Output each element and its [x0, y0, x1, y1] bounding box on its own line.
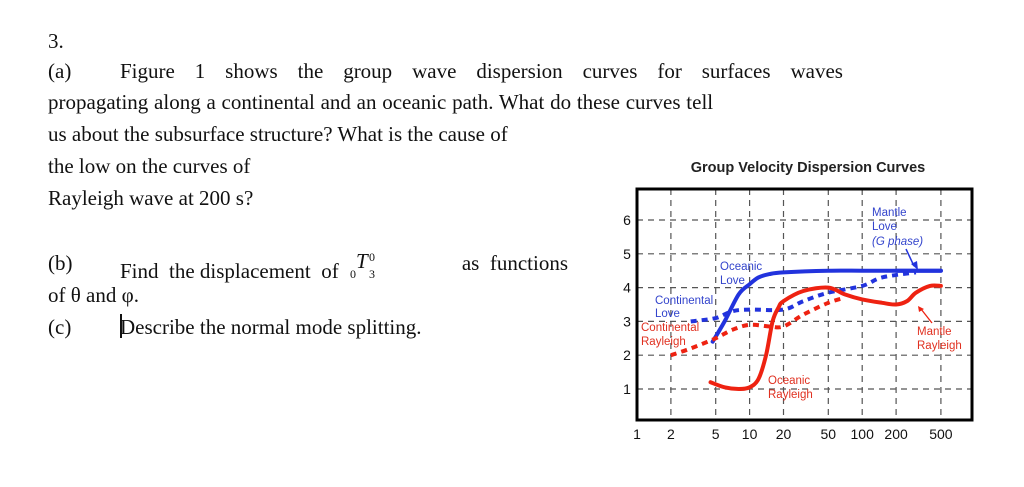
part-a-line-3: us about the subsurface structure? What …	[48, 122, 508, 146]
svg-text:Love: Love	[872, 221, 897, 233]
svg-text:Continental: Continental	[641, 322, 699, 334]
annotation-continental-rayleigh: Continental Rayleigh	[641, 322, 699, 348]
part-c-text: Describe the normal mode splitting.	[120, 315, 422, 339]
annotation-mantle-rayleigh: Mantle Rayleigh	[917, 306, 962, 352]
y-tick-label: 1	[623, 381, 631, 397]
series-oceanic-love	[710, 268, 943, 344]
word: surfaces	[701, 59, 771, 83]
y-tick-label: 3	[623, 313, 631, 329]
part-b-line-2: of θ and φ.	[48, 283, 139, 307]
svg-text:(G phase): (G phase)	[872, 236, 923, 248]
series-continental-love	[690, 270, 917, 324]
word: curves	[582, 59, 638, 83]
x-tick-label: 2	[667, 426, 675, 442]
math-subscript: 3	[368, 267, 375, 281]
math-pre-subscript: 0	[349, 267, 356, 281]
y-tick-label: 2	[623, 347, 631, 363]
part-b-text-before: Find the displacement of	[120, 259, 339, 283]
part-b-text-after: as functions	[461, 251, 568, 275]
y-tick-label: 4	[623, 280, 631, 296]
part-b-line-1: Find the displacement of 0 T 0 3 as func…	[120, 248, 568, 286]
chart-frame	[635, 187, 974, 422]
x-tick-label: 200	[884, 426, 908, 442]
part-a-line-2: propagating along a continental and an o…	[48, 90, 714, 114]
svg-text:Love: Love	[720, 275, 745, 287]
annotation-mantle-love: Mantle Love (G phase)	[872, 207, 923, 270]
y-tick-label: 6	[623, 212, 631, 228]
svg-text:Continental: Continental	[655, 295, 713, 307]
y-tick-label: 5	[623, 246, 631, 262]
x-axis-ticks: 1 2 5 10 20 50 100 200 500	[633, 426, 953, 442]
math-symbol: T	[355, 249, 368, 273]
text-cursor	[120, 314, 122, 338]
word: wave	[412, 59, 457, 83]
part-c-label: (c)	[48, 315, 72, 339]
word: dispersion	[476, 59, 563, 83]
y-axis-ticks: 1 2 3 4 5 6	[623, 212, 631, 397]
x-tick-label: 5	[712, 426, 720, 442]
series-oceanic-rayleigh	[708, 283, 943, 391]
svg-text:Love: Love	[655, 308, 680, 320]
part-c-line[interactable]: Describe the normal mode splitting.	[120, 312, 422, 342]
chart-title: Group Velocity Dispersion Curves	[691, 160, 926, 176]
word: group	[343, 59, 393, 83]
part-a-label: (a)	[48, 59, 72, 83]
word: the	[297, 59, 324, 83]
x-tick-label: 100	[851, 426, 875, 442]
x-tick-label: 50	[821, 426, 837, 442]
math-superscript: 0	[368, 250, 375, 264]
math-mode-symbol: 0 T 0 3	[344, 248, 384, 281]
word: waves	[790, 59, 843, 83]
word: shows	[225, 59, 278, 83]
annotation-oceanic-rayleigh: Oceanic Rayleigh	[768, 375, 813, 401]
series-continental-rayleigh	[670, 295, 846, 358]
question-number: 3.	[48, 29, 64, 53]
part-b-label: (b)	[48, 251, 73, 275]
word: 1	[194, 59, 206, 83]
svg-text:Rayleigh: Rayleigh	[641, 336, 686, 348]
svg-text:Oceanic: Oceanic	[720, 261, 762, 273]
x-tick-label: 10	[742, 426, 758, 442]
annotation-oceanic-love: Oceanic Love	[720, 261, 762, 287]
svg-text:Rayleigh: Rayleigh	[917, 340, 962, 352]
part-a-line-1: Figure 1 shows the group wave dispersion curves…	[120, 56, 843, 86]
word: for	[657, 59, 682, 83]
x-tick-label: 1	[633, 426, 641, 442]
svg-text:Oceanic: Oceanic	[768, 375, 810, 387]
x-tick-label: 500	[929, 426, 953, 442]
part-a-line-5: Rayleigh wave at 200 s?	[48, 186, 254, 210]
svg-text:Mantle: Mantle	[917, 326, 952, 338]
svg-text:Rayleigh: Rayleigh	[768, 389, 813, 401]
chart-series	[670, 268, 943, 391]
word: Figure	[120, 59, 175, 83]
svg-text:Mantle: Mantle	[872, 207, 907, 219]
x-tick-label: 20	[776, 426, 792, 442]
annotation-continental-love: Continental Love	[655, 295, 713, 320]
part-a-line-4: the low on the curves of	[48, 154, 251, 178]
